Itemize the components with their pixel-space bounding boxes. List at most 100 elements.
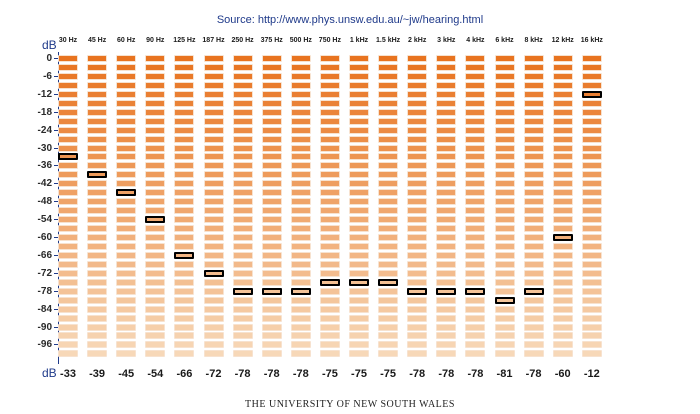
level-cell[interactable] [349, 225, 369, 233]
level-cell[interactable] [494, 135, 515, 143]
level-cell[interactable] [58, 162, 78, 170]
level-cell[interactable] [407, 251, 428, 259]
level-cell[interactable] [581, 305, 602, 313]
level-cell[interactable] [58, 323, 78, 331]
level-cell[interactable] [319, 162, 340, 170]
level-cell[interactable] [378, 207, 399, 215]
level-cell[interactable] [203, 153, 224, 161]
threshold-cell[interactable] [378, 278, 399, 286]
level-cell[interactable] [203, 323, 224, 331]
level-cell[interactable] [407, 90, 428, 98]
level-cell[interactable] [145, 323, 166, 331]
level-cell[interactable] [407, 144, 428, 152]
level-cell[interactable] [552, 287, 573, 295]
threshold-cell[interactable] [145, 216, 166, 224]
level-cell[interactable] [261, 269, 282, 277]
level-cell[interactable] [116, 63, 137, 71]
level-cell[interactable] [552, 278, 573, 286]
level-cell[interactable] [436, 144, 457, 152]
level-cell[interactable] [232, 260, 253, 268]
threshold-cell[interactable] [465, 287, 486, 295]
level-cell[interactable] [407, 305, 428, 313]
level-cell[interactable] [552, 81, 573, 89]
level-cell[interactable] [58, 198, 78, 206]
level-cell[interactable] [349, 198, 369, 206]
threshold-cell[interactable] [494, 296, 515, 304]
level-cell[interactable] [87, 332, 108, 340]
level-cell[interactable] [349, 207, 369, 215]
level-cell[interactable] [203, 305, 224, 313]
threshold-cell[interactable] [261, 287, 282, 295]
level-cell[interactable] [581, 72, 602, 80]
level-cell[interactable] [174, 278, 195, 286]
level-cell[interactable] [523, 225, 544, 233]
level-cell[interactable] [116, 314, 137, 322]
level-cell[interactable] [203, 332, 224, 340]
level-cell[interactable] [552, 126, 573, 134]
level-cell[interactable] [319, 63, 340, 71]
level-cell[interactable] [87, 144, 108, 152]
level-cell[interactable] [552, 225, 573, 233]
level-cell[interactable] [494, 207, 515, 215]
level-cell[interactable] [552, 242, 573, 250]
level-cell[interactable] [116, 55, 137, 62]
level-cell[interactable] [378, 305, 399, 313]
level-cell[interactable] [232, 305, 253, 313]
level-cell[interactable] [174, 260, 195, 268]
level-cell[interactable] [319, 117, 340, 125]
level-cell[interactable] [581, 350, 602, 358]
level-cell[interactable] [494, 63, 515, 71]
level-cell[interactable] [174, 108, 195, 116]
level-cell[interactable] [58, 144, 78, 152]
level-cell[interactable] [349, 135, 369, 143]
level-cell[interactable] [58, 216, 78, 224]
level-cell[interactable] [378, 198, 399, 206]
level-cell[interactable] [87, 323, 108, 331]
level-cell[interactable] [290, 108, 311, 116]
level-cell[interactable] [436, 260, 457, 268]
level-cell[interactable] [290, 350, 311, 358]
level-cell[interactable] [232, 171, 253, 179]
level-cell[interactable] [87, 305, 108, 313]
level-cell[interactable] [319, 108, 340, 116]
level-cell[interactable] [378, 126, 399, 134]
level-cell[interactable] [407, 278, 428, 286]
level-cell[interactable] [232, 126, 253, 134]
level-cell[interactable] [203, 99, 224, 107]
level-cell[interactable] [261, 296, 282, 304]
level-cell[interactable] [436, 90, 457, 98]
level-cell[interactable] [87, 341, 108, 349]
level-cell[interactable] [232, 251, 253, 259]
level-cell[interactable] [319, 126, 340, 134]
level-cell[interactable] [261, 162, 282, 170]
level-cell[interactable] [552, 216, 573, 224]
level-cell[interactable] [581, 332, 602, 340]
level-cell[interactable] [87, 278, 108, 286]
level-cell[interactable] [494, 278, 515, 286]
level-cell[interactable] [203, 278, 224, 286]
level-cell[interactable] [116, 225, 137, 233]
level-cell[interactable] [290, 171, 311, 179]
threshold-cell[interactable] [523, 287, 544, 295]
level-cell[interactable] [494, 99, 515, 107]
level-cell[interactable] [319, 305, 340, 313]
level-cell[interactable] [465, 81, 486, 89]
level-cell[interactable] [494, 144, 515, 152]
level-cell[interactable] [407, 225, 428, 233]
level-cell[interactable] [203, 72, 224, 80]
level-cell[interactable] [174, 162, 195, 170]
level-cell[interactable] [465, 144, 486, 152]
level-cell[interactable] [581, 216, 602, 224]
level-cell[interactable] [232, 117, 253, 125]
level-cell[interactable] [581, 153, 602, 161]
level-cell[interactable] [378, 225, 399, 233]
level-cell[interactable] [581, 144, 602, 152]
level-cell[interactable] [174, 126, 195, 134]
level-cell[interactable] [552, 251, 573, 259]
level-cell[interactable] [319, 287, 340, 295]
level-cell[interactable] [87, 225, 108, 233]
level-cell[interactable] [319, 216, 340, 224]
level-cell[interactable] [145, 296, 166, 304]
level-cell[interactable] [378, 260, 399, 268]
threshold-cell[interactable] [87, 171, 108, 179]
